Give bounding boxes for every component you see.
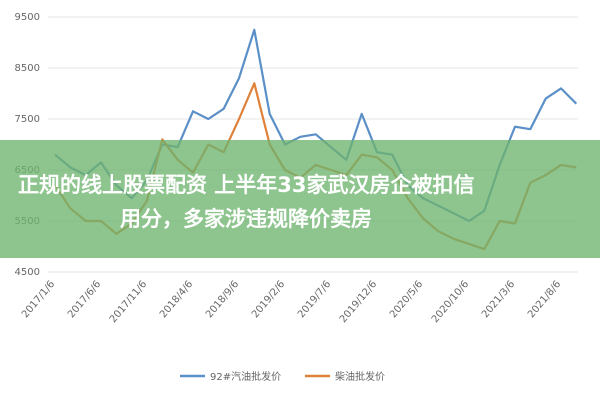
x-tick-label: 2018/9/6 xyxy=(204,279,241,320)
x-tick-label: 2017/6/6 xyxy=(66,279,103,320)
x-tick-label: 2020/10/6 xyxy=(430,279,471,325)
banner-background xyxy=(0,140,600,258)
x-tick-label: 2019/12/6 xyxy=(338,279,379,325)
x-tick-label: 2020/5/6 xyxy=(388,279,425,320)
legend-label: 92#汽油批发价 xyxy=(210,370,281,383)
y-tick-label: 8500 xyxy=(15,63,40,74)
y-tick-label: 7500 xyxy=(15,114,40,125)
x-tick-label: 2021/8/6 xyxy=(526,279,563,320)
x-tick-label: 2018/4/6 xyxy=(158,279,195,320)
x-tick-label: 2019/2/6 xyxy=(250,279,287,320)
y-tick-label: 4500 xyxy=(15,267,40,278)
x-tick-label: 2019/7/6 xyxy=(296,279,333,320)
banner-text: 正规的线上股票配资 上半年33家武汉房企被扣信 xyxy=(18,173,475,197)
banner-text: 用分，多家涉违规降价卖房 xyxy=(120,207,372,231)
y-tick-label: 9500 xyxy=(15,12,40,23)
x-tick-label: 2021/3/6 xyxy=(480,279,517,320)
x-tick-label: 2017/1/6 xyxy=(20,279,57,320)
x-tick-label: 2017/11/6 xyxy=(108,279,149,325)
legend-label: 柴油批发价 xyxy=(335,370,385,383)
